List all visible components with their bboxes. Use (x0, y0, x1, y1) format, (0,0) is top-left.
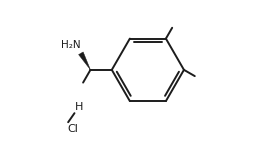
Text: H₂N: H₂N (60, 40, 80, 50)
Polygon shape (79, 52, 90, 70)
Text: H: H (75, 102, 84, 112)
Text: Cl: Cl (67, 124, 78, 134)
